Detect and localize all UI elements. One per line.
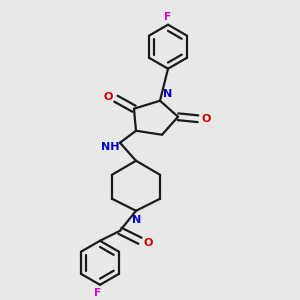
Text: F: F (164, 12, 172, 22)
Text: NH: NH (101, 142, 119, 152)
Text: O: O (201, 114, 210, 124)
Text: N: N (163, 89, 172, 99)
Text: N: N (132, 215, 142, 225)
Text: F: F (94, 288, 101, 298)
Text: O: O (144, 238, 153, 248)
Text: O: O (103, 92, 113, 102)
